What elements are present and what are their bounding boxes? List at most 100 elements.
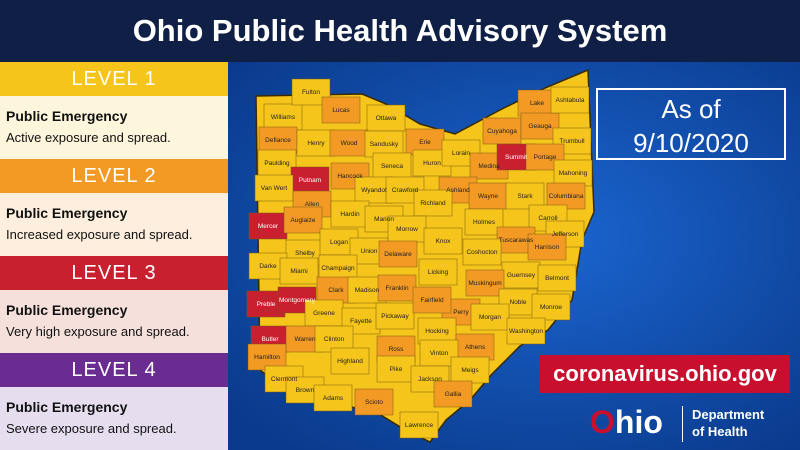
as-of-date: 9/10/2020 [633,128,749,158]
level-description: Public Emergency Severe exposure and spre… [0,387,228,450]
county [263,103,303,131]
county-label: Scioto [365,399,383,406]
county-label: Richland [420,200,446,207]
county-label: Crawford [392,187,419,194]
county-label: Fayette [350,318,372,325]
county-label: Marion [374,216,394,223]
county [258,126,298,154]
county [550,86,590,114]
county-label: Ashtabula [556,97,585,104]
county-label: Jackson [418,376,442,383]
logo-department-line: Department [692,407,765,422]
county [364,130,404,158]
level-description: Public Emergency Active exposure and spre… [0,96,228,159]
county [377,274,417,302]
county-label: Lake [530,100,544,107]
county-label: Lorain [452,150,470,157]
county-label: Fairfield [420,297,444,304]
county-label: Ottawa [376,115,397,122]
county-label: Perry [453,309,469,316]
county-label: Geauga [528,123,552,130]
county [313,384,353,412]
county-label: Mahoning [559,170,588,177]
county-label: Muskingum [468,280,501,287]
county-label: Fulton [302,89,320,96]
county-label: Adams [323,395,344,402]
county [283,206,323,234]
logo-department: Department of Health [692,406,764,440]
county [517,89,557,117]
county-label: Delaware [384,251,412,258]
county [505,182,545,210]
county-label: Defiance [265,137,291,144]
county-label: Stark [517,193,533,200]
county [318,254,358,282]
county-label: Washington [509,328,543,335]
title: Ohio Public Health Advisory System [0,0,800,62]
logo-separator [682,406,683,442]
county-label: Auglaize [291,217,316,224]
county [321,96,361,124]
level-text: Increased exposure and spread. [6,227,193,242]
level-band: LEVEL 1 [0,62,228,96]
county-label: Hamilton [254,354,280,361]
level-band: LEVEL 3 [0,256,228,290]
level-description: Public Emergency Increased exposure and s… [0,193,228,256]
county-label: Lawrence [405,422,434,429]
county-label: Franklin [385,285,409,292]
county-label: Wyandot [361,187,387,194]
county-label: Noble [510,299,527,306]
county-label: Jefferson [552,231,579,238]
county-label: Morgan [479,314,501,321]
county-label: Hocking [425,328,449,335]
county-label: Wood [341,140,358,147]
county-label: Columbiana [549,193,584,200]
county-label: Greene [313,310,335,317]
county [329,129,369,157]
county-label: Logan [330,239,348,246]
county-label: Henry [307,140,325,147]
county-label: Paulding [264,160,290,167]
county-label: Cuyahoga [487,128,517,135]
county [506,317,546,345]
county-label: Erie [419,139,431,146]
county-label: Highland [337,358,363,365]
level-text: Severe exposure and spread. [6,421,177,436]
level-text: Active exposure and spread. [6,130,171,145]
county-label: Portage [534,154,557,161]
county [468,182,508,210]
county [372,152,412,180]
level-heading: Public Emergency [6,302,128,318]
county [413,189,453,217]
county-label: Carroll [538,215,558,222]
county [257,149,297,177]
county-label: Madison [355,287,380,294]
county [537,264,577,292]
county-label: Miami [290,268,307,275]
county [247,343,287,371]
county [330,347,370,375]
county-label: Medina [478,163,500,170]
county [501,261,541,289]
county-label: Clermont [271,376,298,383]
county-label: Pickaway [381,313,409,320]
county [304,299,344,327]
county [378,240,418,268]
county-label: Preble [257,301,276,308]
county-label: Williams [271,114,296,121]
county [450,356,490,384]
county [520,112,560,140]
county [531,293,571,321]
county-label: Tuscarawas [499,237,535,244]
level-band: LEVEL 4 [0,353,228,387]
county-label: Meigs [461,367,479,374]
county-label: Summit [505,154,527,161]
county-label: Allen [305,201,320,208]
county [412,286,452,314]
county-label: Ashland [446,187,470,194]
level-band: LEVEL 2 [0,159,228,193]
county-label: Pike [390,366,403,373]
county-label: Lucas [332,107,350,114]
